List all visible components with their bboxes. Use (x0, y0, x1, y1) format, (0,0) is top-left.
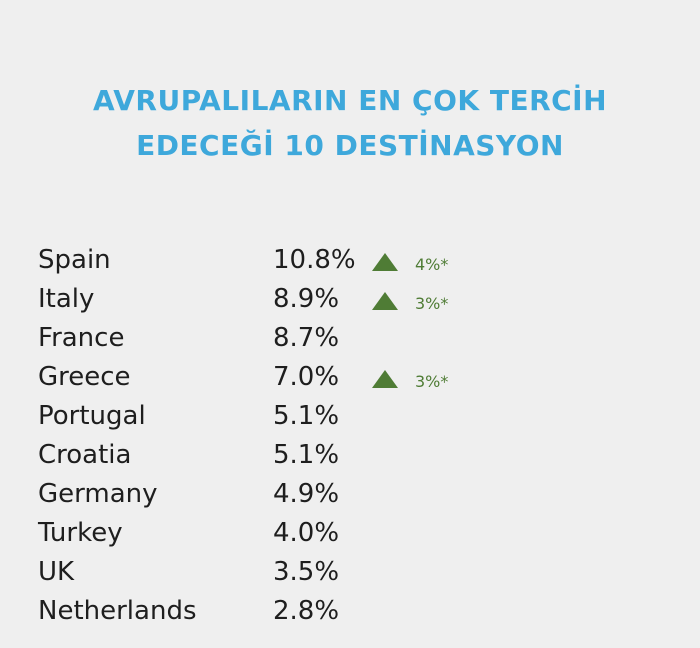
table-row: Turkey 4.0% (0, 514, 700, 553)
up-arrow (372, 253, 398, 271)
table-row: Germany 4.9% (0, 475, 700, 514)
country-name: Germany (38, 479, 158, 509)
country-name: Turkey (38, 518, 123, 548)
triangle (372, 370, 398, 388)
share-value: 8.7% (273, 323, 340, 353)
country-name: Croatia (38, 440, 132, 470)
table-row: Italy 8.9% 3%* (0, 280, 700, 319)
country-name: France (38, 323, 125, 353)
table-row: Portugal 5.1% (0, 397, 700, 436)
share-value: 7.0% (273, 362, 340, 392)
share-value: 5.1% (273, 401, 340, 431)
triangle (372, 292, 398, 310)
country-name: UK (38, 557, 75, 587)
share-value: 2.8% (273, 596, 340, 626)
country-name: Portugal (38, 401, 146, 431)
share-value: 8.9% (273, 284, 340, 314)
title-line: EDECEĞİ 10 DESTİNASYON (136, 129, 564, 162)
table-row: Spain 10.8% 4%* (0, 241, 700, 280)
table-row: France 8.7% (0, 319, 700, 358)
country-name: Netherlands (38, 596, 197, 626)
share-value: 4.9% (273, 479, 340, 509)
change-value: 4%* (415, 255, 449, 274)
share-value: 4.0% (273, 518, 340, 548)
share-value: 5.1% (273, 440, 340, 470)
title-line: AVRUPALILARIN EN ÇOK TERCİH (92, 84, 608, 117)
country-name: Italy (38, 284, 95, 314)
table-row: Netherlands 2.8% (0, 592, 700, 631)
share-value: 3.5% (273, 557, 340, 587)
share-value: 10.8% (273, 245, 356, 275)
triangle (372, 253, 398, 271)
table-row: UK 3.5% (0, 553, 700, 592)
table-row: Greece 7.0% 3%* (0, 358, 700, 397)
change-value: 3%* (415, 372, 449, 391)
country-name: Greece (38, 362, 131, 392)
up-arrow (372, 370, 398, 388)
table-row: Croatia 5.1% (0, 436, 700, 475)
up-arrow (372, 292, 398, 310)
change-value: 3%* (415, 294, 449, 313)
country-name: Spain (38, 245, 111, 275)
